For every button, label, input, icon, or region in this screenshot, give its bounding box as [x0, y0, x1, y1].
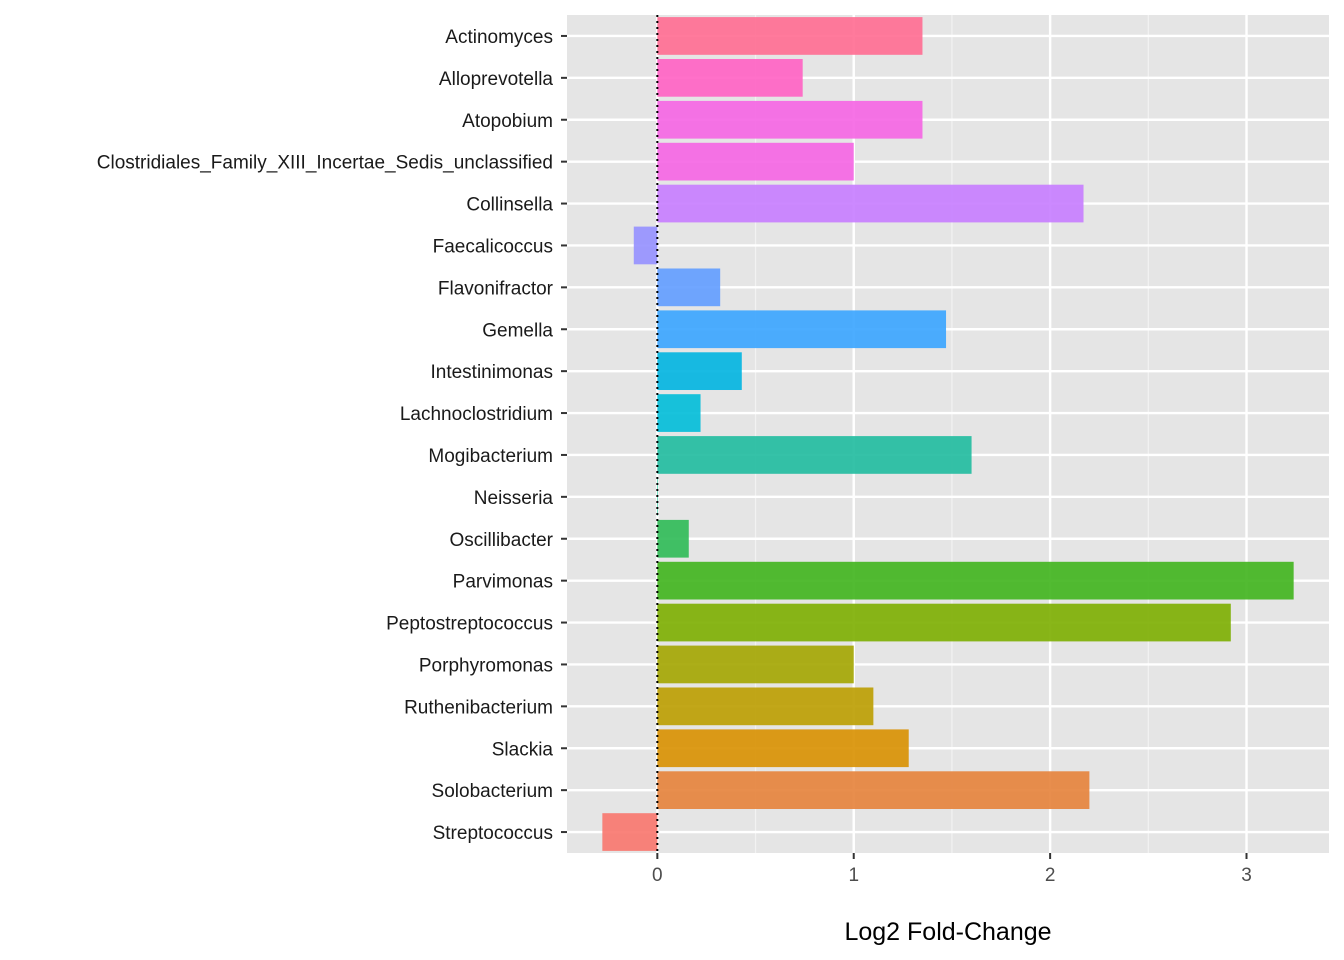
x-tick-label: 0 [652, 865, 663, 886]
bars [602, 17, 1294, 851]
bar [657, 268, 721, 307]
bar [657, 645, 854, 684]
y-tick-label: Porphyromonas [419, 655, 553, 676]
y-tick-label: Atopobium [462, 111, 553, 132]
bar [657, 58, 803, 97]
bar [633, 226, 658, 265]
bar [657, 561, 1294, 600]
y-tick-label: Peptostreptococcus [386, 614, 553, 635]
bar [657, 519, 689, 558]
y-tick-label: Flavonifractor [438, 278, 554, 299]
bar [657, 100, 923, 139]
x-tick-label: 2 [1045, 865, 1056, 886]
bar [657, 729, 909, 768]
bar [657, 17, 923, 55]
y-tick-label: Solobacterium [432, 781, 553, 802]
x-axis-title: Log2 Fold-Change [844, 918, 1051, 946]
bar [657, 142, 854, 181]
y-tick-label: Neisseria [474, 488, 554, 509]
y-tick-label: Actinomyces [445, 27, 553, 48]
bar [657, 394, 701, 432]
bar [657, 603, 1231, 642]
y-axis: Actinomyces Alloprevotella Atopobium Clostr… [97, 27, 567, 844]
bar [657, 771, 1090, 810]
bar [657, 687, 874, 726]
y-tick-label: Collinsella [466, 195, 553, 216]
y-tick-label: Faecalicoccus [433, 236, 553, 257]
plot-panel [567, 15, 1329, 853]
y-tick-label: Intestinimonas [430, 362, 553, 383]
y-tick-label: Oscillibacter [450, 530, 554, 551]
bar [657, 310, 947, 349]
y-tick-label: Lachnoclostridium [400, 404, 553, 425]
bar [602, 813, 658, 851]
y-tick-label: Gemella [482, 320, 553, 341]
y-tick-label: Clostridiales_Family_XIII_Incertae_Sedis… [97, 153, 553, 174]
bar [657, 436, 972, 474]
y-tick-label: Streptococcus [433, 823, 553, 844]
y-tick-label: Parvimonas [453, 572, 553, 593]
y-tick-label: Ruthenibacterium [404, 697, 553, 718]
bar [657, 184, 1084, 223]
y-tick-label: Slackia [492, 739, 554, 760]
x-axis: 0 1 2 3 [652, 853, 1252, 886]
x-tick-label: 1 [848, 865, 859, 886]
bar [657, 352, 742, 391]
y-tick-label: Mogibacterium [428, 446, 553, 467]
y-tick-label: Alloprevotella [439, 69, 553, 90]
x-tick-label: 3 [1241, 865, 1252, 886]
